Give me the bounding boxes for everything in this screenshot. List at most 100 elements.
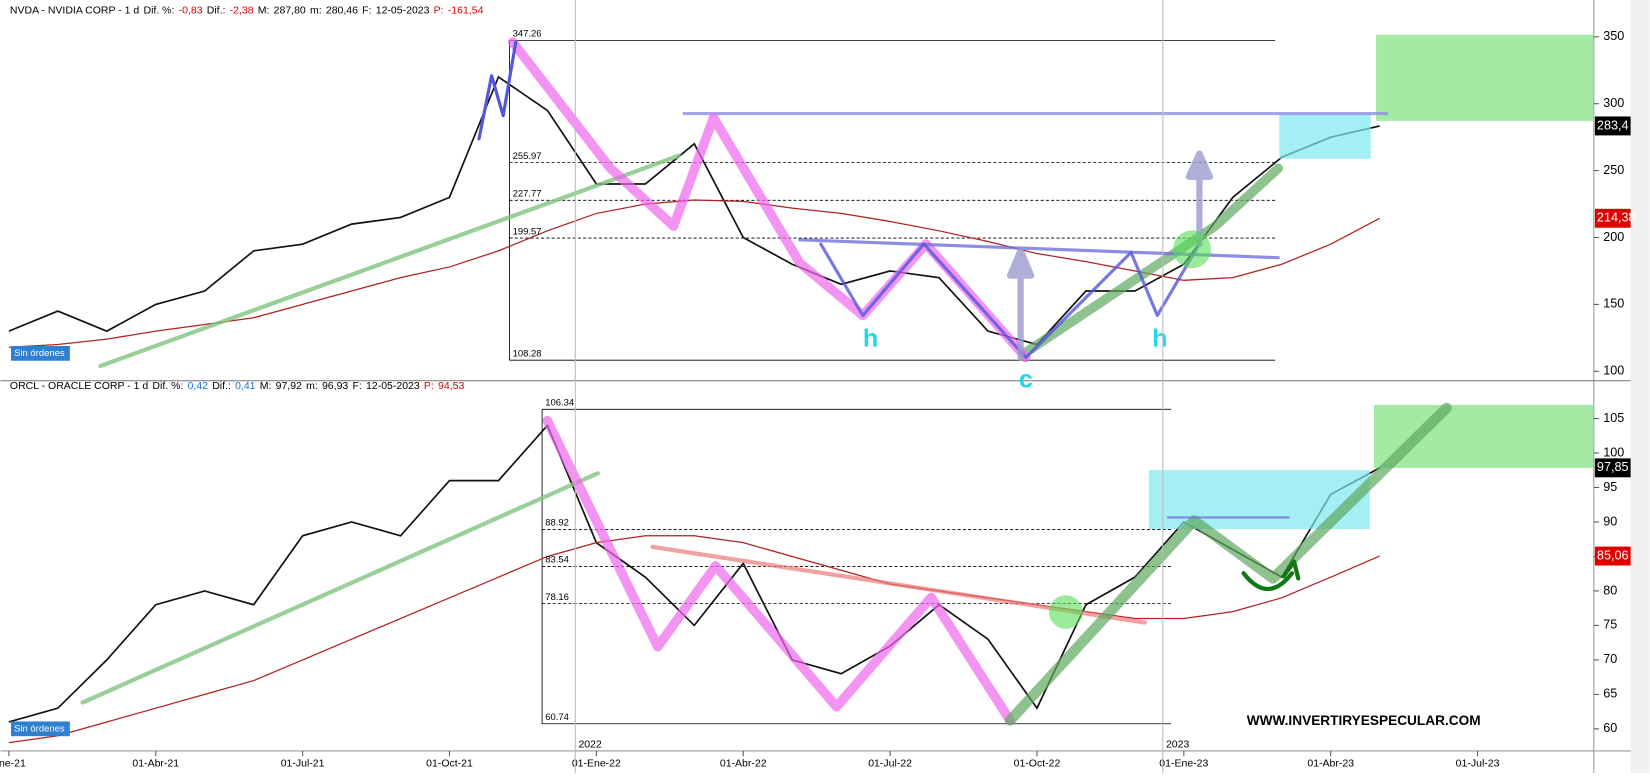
panel-header: ORCL - ORACLE CORP - 1 d Dif. %: 0,42 Dif.:… <box>10 380 465 392</box>
trend-line <box>98 153 681 369</box>
field-label: Dif.: <box>212 380 231 392</box>
y-tick-label: 80 <box>1603 583 1617 597</box>
annotation: c <box>1019 365 1033 393</box>
field-label: Dif. %: <box>152 380 183 392</box>
field-label: F: <box>362 4 371 16</box>
fib-label: 83.54 <box>545 555 569 566</box>
symbol: ORCL - ORACLE CORP - 1 d <box>10 380 148 392</box>
y-tick-label: 100 <box>1603 445 1624 459</box>
scrollbar[interactable] <box>1630 0 1650 773</box>
fib-label: 108.28 <box>513 348 542 359</box>
price-label-box <box>1594 546 1631 566</box>
marker-circle <box>1173 230 1211 269</box>
y-tick-label: 70 <box>1603 652 1617 666</box>
orcl-drawings <box>80 402 1594 726</box>
badge: Sin órdenes <box>14 348 65 359</box>
field-value: 287,80 <box>274 4 306 16</box>
target-box <box>1376 34 1594 121</box>
field-value: 97,92 <box>276 380 302 392</box>
field-value: 280,46 <box>326 4 358 16</box>
moving-average <box>8 535 1380 744</box>
y-tick-label: 250 <box>1603 163 1624 177</box>
trend-line <box>1021 163 1284 358</box>
x-tick-label: 01-Jul-21 <box>281 757 325 769</box>
field-value: -2,38 <box>230 4 254 16</box>
x-tick-label: 01-Jul-22 <box>868 757 912 769</box>
price-label: 85,06 <box>1597 548 1629 562</box>
price-label: 214,38 <box>1597 211 1636 225</box>
y-tick-label: 75 <box>1603 618 1617 632</box>
range-box <box>1279 113 1371 159</box>
annotation: h <box>863 324 878 352</box>
wave-line <box>542 415 1015 726</box>
price-label: 97,85 <box>1597 460 1629 474</box>
pattern-line <box>819 242 1201 360</box>
x-tick-label: 01-Abr-21 <box>132 757 179 769</box>
price-label: 283,4 <box>1597 118 1629 132</box>
wave-line <box>477 40 518 141</box>
watermark: WWW.INVERTIRYESPECULAR.COM <box>1247 713 1481 728</box>
y-tick-label: 350 <box>1603 29 1624 43</box>
price-line <box>8 75 1380 346</box>
field-value: 12-05-2023 <box>366 380 420 392</box>
arrow <box>1006 247 1035 361</box>
x-tick-label: 01-Oct-22 <box>1014 757 1061 769</box>
year-label: 2023 <box>1166 738 1190 750</box>
y-tick-label: 100 <box>1603 364 1624 378</box>
price-line <box>8 423 1381 723</box>
fib-label: 88.92 <box>545 518 569 529</box>
y-tick-label: 90 <box>1603 514 1617 528</box>
panel-header: NVDA - NVIDIA CORP - 1 d Dif. %: -0,83 Dif.… <box>10 4 484 16</box>
x-tick-label: 01-Ene-23 <box>1159 757 1208 769</box>
x-tick-label: 01-Oct-21 <box>426 757 473 769</box>
y-tick-label: 105 <box>1603 411 1624 425</box>
y-tick-label: 95 <box>1603 480 1617 494</box>
target-box <box>1373 404 1594 469</box>
fib-label: 255.97 <box>513 151 542 162</box>
price-label-box <box>1594 458 1631 478</box>
field-value: 96,93 <box>322 380 348 392</box>
field-label: F: <box>352 380 361 392</box>
y-tick-label: 200 <box>1603 230 1624 244</box>
x-tick-label: 01-Abr-22 <box>720 757 767 769</box>
x-tick-label: 01-Ene-22 <box>572 757 621 769</box>
y-tick-label: 65 <box>1603 687 1617 701</box>
fib-label: 78.16 <box>545 592 569 603</box>
price-label-box <box>1594 116 1631 136</box>
field-value: 0,42 <box>188 380 209 392</box>
badge-box <box>10 721 70 737</box>
fib-label: 227.77 <box>513 189 542 200</box>
field-value: -161,54 <box>448 4 484 16</box>
nvda-drawings <box>98 34 1594 369</box>
field-label: Dif. %: <box>143 4 174 16</box>
symbol: NVDA - NVIDIA CORP - 1 d <box>10 4 140 16</box>
fib-label: 199.57 <box>513 226 542 237</box>
y-tick-label: 60 <box>1603 721 1617 735</box>
fib-label: 347.26 <box>513 29 542 40</box>
field-value: 12-05-2023 <box>376 4 430 16</box>
field-label: m: <box>306 380 318 392</box>
annotation: h <box>1152 324 1167 352</box>
field-label: M: <box>258 4 270 16</box>
x-tick-label: 01-Abr-23 <box>1307 757 1354 769</box>
year-label: 2022 <box>578 738 602 750</box>
fib-label: 60.74 <box>545 712 569 723</box>
field-label: Dif.: <box>207 4 226 16</box>
field-label: M: <box>260 380 272 392</box>
trend-line <box>1004 402 1452 726</box>
fib-label: 106.34 <box>545 397 574 408</box>
trend-line <box>80 471 600 705</box>
field-label: P: <box>434 4 444 16</box>
badge: Sin órdenes <box>14 723 65 734</box>
curve-arrow <box>1241 559 1301 591</box>
arrow <box>1185 150 1214 248</box>
field-value: -0,83 <box>179 4 203 16</box>
marker-circle <box>1049 595 1083 629</box>
field-value: 94,53 <box>438 380 464 392</box>
y-tick-label: 150 <box>1603 297 1624 311</box>
field-label: P: <box>424 380 434 392</box>
y-tick-label: 300 <box>1603 96 1624 110</box>
price-label-box <box>1594 208 1631 228</box>
